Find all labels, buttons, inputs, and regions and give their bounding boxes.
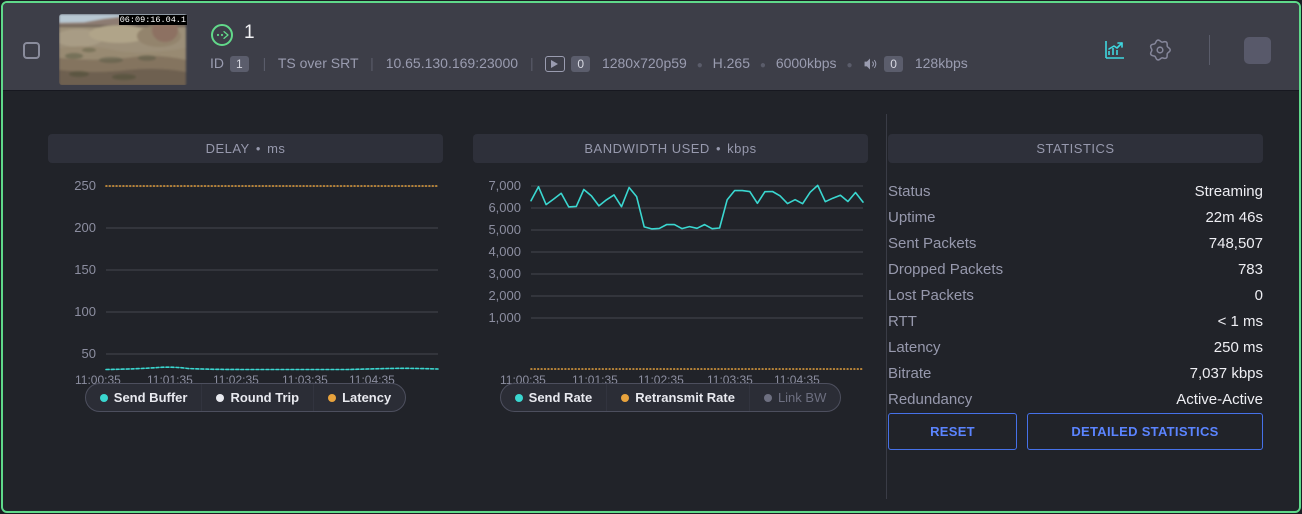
svg-text:3,000: 3,000 (488, 266, 521, 281)
svg-text:4,000: 4,000 (488, 244, 521, 259)
svg-text:2,000: 2,000 (488, 288, 521, 303)
svg-text:7,000: 7,000 (488, 178, 521, 193)
svg-text:50: 50 (82, 346, 96, 361)
svg-text:1,000: 1,000 (488, 310, 521, 325)
svg-text:5,000: 5,000 (488, 222, 521, 237)
svg-text:150: 150 (74, 262, 96, 277)
svg-text:100: 100 (74, 304, 96, 319)
svg-text:250: 250 (74, 178, 96, 193)
svg-text:6,000: 6,000 (488, 200, 521, 215)
svg-text:200: 200 (74, 220, 96, 235)
